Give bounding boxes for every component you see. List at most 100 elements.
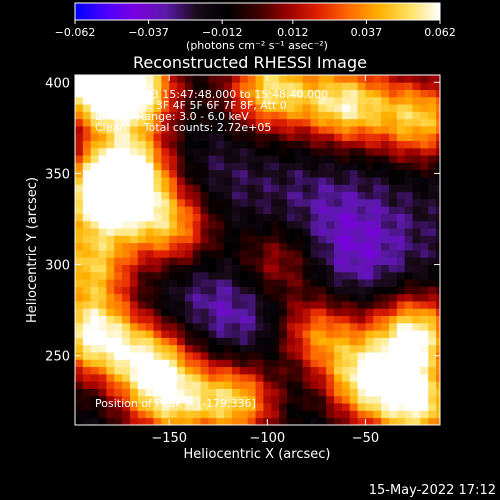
heatmap-cell	[404, 213, 413, 222]
heatmap-cell	[90, 213, 99, 222]
heatmap-cell	[106, 279, 115, 287]
heatmap-cell	[318, 315, 327, 324]
heatmap-cell	[184, 162, 194, 171]
heatmap-cell	[381, 373, 390, 382]
heatmap-cell	[326, 308, 335, 317]
heatmap-cell	[192, 147, 201, 156]
heatmap-cell	[302, 126, 311, 134]
y-tick-label: 300	[45, 259, 70, 274]
heatmap-cell	[200, 286, 209, 295]
heatmap-cell	[231, 337, 241, 346]
heatmap-cell	[381, 322, 390, 331]
heatmap-cell	[388, 111, 398, 120]
heatmap-cell	[90, 257, 99, 265]
heatmap-cell	[420, 271, 429, 280]
heatmap-cell	[326, 126, 335, 134]
heatmap-cell	[318, 250, 327, 258]
heatmap-cell	[271, 264, 280, 273]
heatmap-cell	[326, 410, 335, 419]
heatmap-cell	[420, 315, 429, 324]
heatmap-cell	[373, 352, 382, 360]
heatmap-cell	[365, 264, 374, 273]
heatmap-cell	[137, 147, 147, 156]
heatmap-cell	[286, 410, 296, 419]
heatmap-cell	[129, 388, 139, 397]
heatmap-cell	[365, 191, 374, 200]
heatmap-cell	[404, 75, 413, 83]
heatmap-cell	[334, 315, 343, 324]
heatmap-cell	[318, 264, 327, 273]
heatmap-cell	[271, 140, 280, 149]
heatmap-cell	[357, 315, 366, 324]
heatmap-cell	[334, 264, 343, 273]
heatmap-cell	[326, 403, 335, 411]
heatmap-cell	[326, 359, 335, 368]
heatmap-cell	[420, 330, 429, 338]
heatmap-cell	[318, 337, 327, 346]
heatmap-cell	[153, 126, 162, 134]
heatmap-cell	[404, 359, 413, 368]
heatmap-cell	[294, 184, 304, 193]
heatmap-cell	[396, 198, 406, 207]
heatmap-cell	[271, 301, 280, 309]
heatmap-cell	[294, 111, 304, 120]
heatmap-cell	[404, 250, 413, 258]
heatmap-cell	[82, 301, 92, 309]
heatmap-cell	[310, 242, 319, 251]
heatmap-cell	[294, 293, 304, 302]
heatmap-cell	[341, 352, 351, 360]
heatmap-cell	[98, 330, 107, 338]
heatmap-cell	[216, 191, 225, 200]
heatmap-cell	[216, 198, 225, 207]
heatmap-cell	[279, 410, 288, 419]
heatmap-cell	[122, 89, 131, 98]
heatmap-cell	[279, 250, 288, 258]
heatmap-cell	[129, 250, 139, 258]
heatmap-cell	[169, 198, 178, 207]
heatmap-cell	[239, 75, 249, 83]
heatmap-cell	[106, 373, 115, 382]
heatmap-cell	[279, 191, 288, 200]
heatmap-cell	[216, 366, 225, 375]
heatmap-cell	[294, 126, 304, 134]
heatmap-cell	[114, 359, 123, 368]
heatmap-cell	[82, 89, 92, 98]
heatmap-cell	[208, 206, 217, 214]
heatmap-cell	[255, 213, 264, 222]
heatmap-cell	[192, 286, 201, 295]
heatmap-cell	[192, 140, 201, 149]
heatmap-cell	[153, 257, 162, 265]
heatmap-cell	[90, 410, 99, 419]
heatmap-cell	[279, 104, 288, 112]
heatmap-cell	[412, 242, 421, 251]
heatmap-cell	[216, 177, 225, 185]
heatmap-cell	[279, 228, 288, 236]
heatmap-cell	[396, 410, 406, 419]
heatmap-cell	[286, 279, 296, 287]
heatmap-cell	[357, 373, 366, 382]
heatmap-cell	[396, 191, 406, 200]
heatmap-cell	[334, 162, 343, 171]
heatmap-cell	[388, 75, 398, 83]
heatmap-cell	[90, 126, 99, 134]
heatmap-cell	[122, 352, 131, 360]
heatmap-cell	[177, 220, 186, 229]
heatmap-cell	[224, 352, 233, 360]
heatmap-cell	[381, 220, 390, 229]
heatmap-cell	[137, 250, 147, 258]
heatmap-cell	[224, 82, 233, 90]
heatmap-cell	[396, 403, 406, 411]
heatmap-cell	[255, 198, 264, 207]
heatmap-cell	[310, 271, 319, 280]
heatmap-cell	[294, 82, 304, 90]
heatmap-cell	[357, 286, 366, 295]
heatmap-cell	[388, 322, 398, 331]
heatmap-cell	[82, 118, 92, 127]
heatmap-cell	[177, 293, 186, 302]
heatmap-cell	[271, 198, 280, 207]
heatmap-cell	[200, 403, 209, 411]
heatmap-cell	[82, 403, 92, 411]
heatmap-cell	[239, 271, 249, 280]
heatmap-cell	[263, 381, 272, 389]
heatmap-cell	[357, 96, 366, 105]
